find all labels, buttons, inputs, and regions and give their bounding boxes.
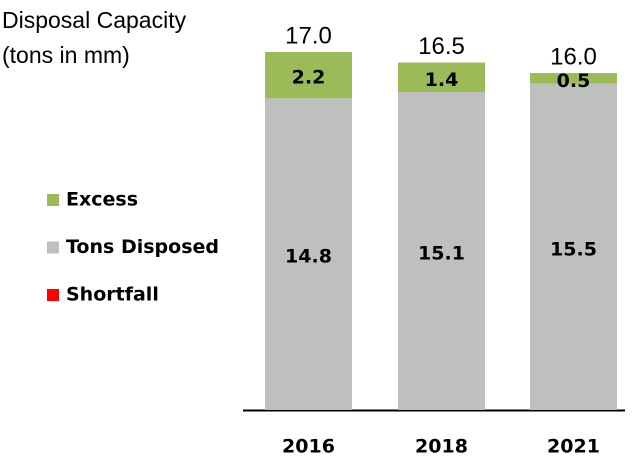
chart-subtitle: (tons in mm)	[2, 42, 130, 68]
bar-segment	[398, 92, 485, 410]
value-label: 15.5	[550, 238, 597, 260]
legend-swatch	[47, 289, 59, 301]
x-tick-label: 2016	[282, 436, 335, 458]
total-label: 16.5	[418, 33, 465, 60]
chart-title: Disposal Capacity	[2, 7, 187, 33]
bar-segment	[398, 62, 485, 93]
total-label: 17.0	[285, 22, 332, 49]
value-label: 1.4	[425, 69, 459, 91]
legend-label: Tons Disposed	[66, 236, 219, 258]
total-label: 16.0	[550, 43, 597, 70]
legend-label: Excess	[66, 189, 138, 211]
bar-segment	[265, 98, 352, 411]
x-tick-label: 2018	[415, 436, 468, 458]
x-tick-label: 2021	[547, 436, 600, 458]
value-label: 14.8	[285, 246, 332, 268]
legend-label: Shortfall	[66, 284, 159, 306]
legend-swatch	[47, 194, 59, 206]
bar-segment	[530, 83, 617, 411]
bar-segment	[530, 73, 617, 84]
value-label: 15.1	[418, 243, 465, 265]
bar-segment	[265, 52, 352, 99]
legend-swatch	[47, 241, 59, 254]
value-label: 0.5	[557, 70, 591, 92]
value-label: 2.2	[292, 67, 326, 89]
